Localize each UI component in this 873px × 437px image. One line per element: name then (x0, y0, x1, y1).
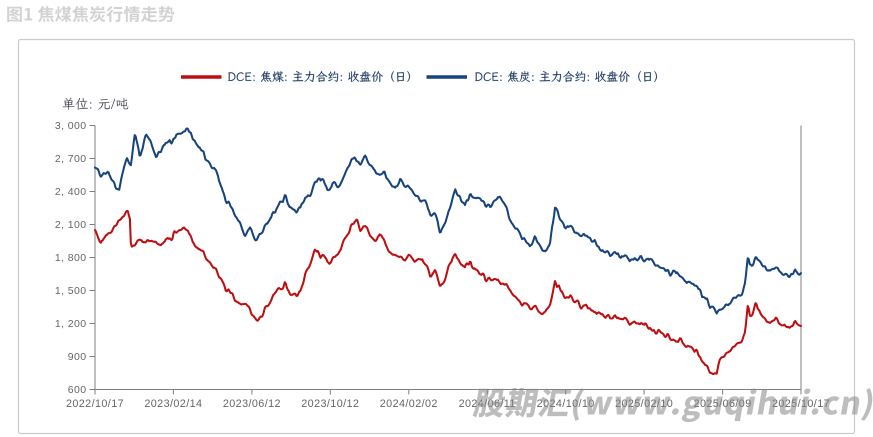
svg-text:2023/06/12: 2023/06/12 (223, 398, 281, 410)
svg-text:3, 000: 3, 000 (55, 120, 87, 132)
svg-text:2023/10/12: 2023/10/12 (301, 398, 359, 410)
svg-text:2, 100: 2, 100 (55, 219, 87, 231)
svg-text:2024/02/02: 2024/02/02 (380, 398, 438, 410)
svg-text:2022/10/17: 2022/10/17 (66, 398, 124, 410)
svg-text:2, 700: 2, 700 (55, 153, 87, 165)
svg-text:900: 900 (68, 351, 87, 363)
svg-text:2, 400: 2, 400 (55, 186, 87, 198)
svg-text:600: 600 (68, 384, 87, 396)
svg-text:1, 200: 1, 200 (55, 318, 87, 330)
svg-text:1, 800: 1, 800 (55, 252, 87, 264)
svg-text:1, 500: 1, 500 (55, 285, 87, 297)
svg-text:2024/06/11: 2024/06/11 (459, 398, 516, 410)
svg-text:2023/02/14: 2023/02/14 (144, 398, 202, 410)
